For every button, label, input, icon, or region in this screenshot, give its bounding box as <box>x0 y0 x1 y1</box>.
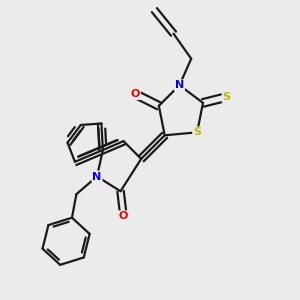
Text: O: O <box>119 211 128 221</box>
Text: S: S <box>223 92 231 102</box>
Text: S: S <box>193 127 201 137</box>
Text: O: O <box>130 89 140 99</box>
Text: N: N <box>175 80 184 90</box>
Text: N: N <box>92 172 102 182</box>
